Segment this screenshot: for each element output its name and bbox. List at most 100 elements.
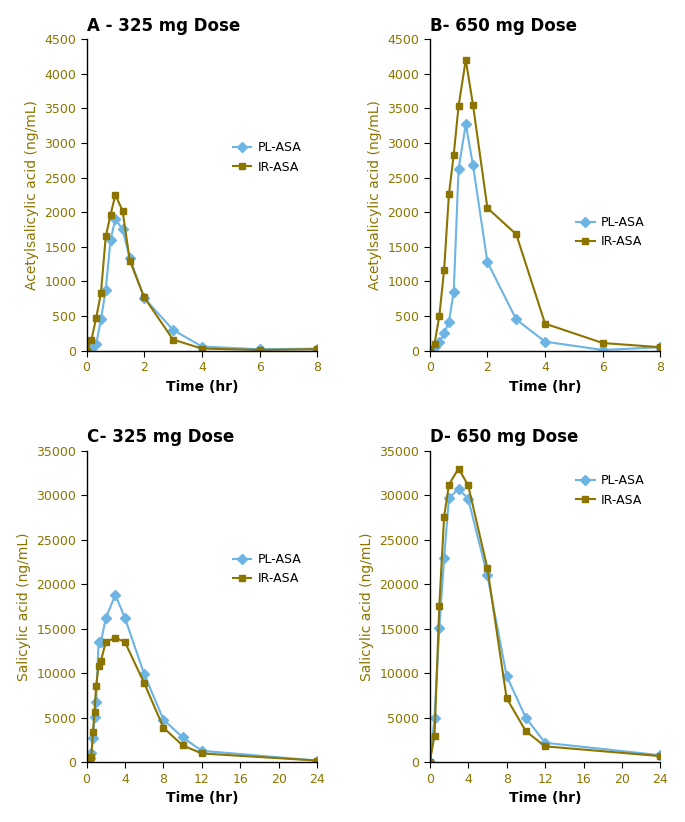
IR-ASA	[89, 727, 97, 737]
PL-ASA	[86, 753, 94, 763]
IR-ASA	[82, 346, 90, 356]
PL-ASA	[97, 315, 105, 325]
Line: PL-ASA: PL-ASA	[426, 486, 664, 766]
IR-ASA	[656, 751, 664, 761]
IR-ASA	[484, 563, 492, 573]
PL-ASA	[169, 325, 177, 335]
IR-ASA	[313, 755, 321, 765]
PL-ASA	[256, 344, 264, 354]
PL-ASA	[656, 750, 664, 760]
X-axis label: Time (hr): Time (hr)	[509, 380, 582, 394]
IR-ASA	[464, 481, 472, 491]
IR-ASA	[140, 293, 149, 302]
IR-ASA	[430, 339, 438, 349]
PL-ASA	[435, 337, 443, 347]
PL-ASA	[179, 732, 187, 742]
Line: PL-ASA: PL-ASA	[426, 121, 664, 354]
PL-ASA	[503, 671, 511, 681]
PL-ASA	[111, 590, 119, 600]
IR-ASA	[541, 741, 549, 751]
Text: B- 650 mg Dose: B- 650 mg Dose	[429, 16, 577, 35]
PL-ASA	[90, 712, 99, 722]
Line: IR-ASA: IR-ASA	[83, 635, 321, 766]
PL-ASA	[462, 119, 470, 129]
PL-ASA	[449, 287, 458, 297]
Line: PL-ASA: PL-ASA	[83, 592, 321, 766]
PL-ASA	[425, 346, 434, 356]
PL-ASA	[430, 713, 438, 723]
IR-ASA	[90, 708, 99, 718]
X-axis label: Time (hr): Time (hr)	[166, 380, 238, 394]
PL-ASA	[435, 623, 443, 633]
PL-ASA	[464, 494, 472, 504]
Text: C- 325 mg Dose: C- 325 mg Dose	[86, 428, 234, 446]
IR-ASA	[435, 311, 443, 321]
IR-ASA	[95, 661, 103, 671]
PL-ASA	[541, 738, 549, 748]
Y-axis label: Acetylsalicylic acid (ng/mL): Acetylsalicylic acid (ng/mL)	[368, 100, 382, 290]
IR-ASA	[198, 749, 206, 759]
PL-ASA	[82, 757, 90, 767]
IR-ASA	[435, 601, 443, 611]
PL-ASA	[82, 346, 90, 356]
Y-axis label: Salicylic acid (ng/mL): Salicylic acid (ng/mL)	[360, 533, 374, 681]
IR-ASA	[522, 727, 530, 737]
IR-ASA	[87, 752, 95, 762]
IR-ASA	[445, 479, 453, 489]
PL-ASA	[541, 337, 549, 347]
Line: PL-ASA: PL-ASA	[83, 215, 321, 354]
PL-ASA	[454, 164, 462, 174]
PL-ASA	[198, 342, 206, 352]
IR-ASA	[179, 741, 187, 750]
Text: D- 650 mg Dose: D- 650 mg Dose	[429, 428, 578, 446]
PL-ASA	[484, 570, 492, 580]
Legend: PL-ASA, IR-ASA: PL-ASA, IR-ASA	[571, 211, 649, 253]
IR-ASA	[119, 206, 127, 215]
IR-ASA	[87, 335, 95, 345]
IR-ASA	[425, 346, 434, 356]
IR-ASA	[503, 693, 511, 703]
Line: IR-ASA: IR-ASA	[426, 465, 664, 766]
IR-ASA	[425, 757, 434, 767]
IR-ASA	[440, 511, 448, 521]
IR-ASA	[198, 344, 206, 353]
IR-ASA	[169, 335, 177, 344]
PL-ASA	[160, 714, 168, 724]
PL-ASA	[430, 342, 438, 352]
IR-ASA	[84, 756, 92, 766]
IR-ASA	[454, 101, 462, 111]
PL-ASA	[87, 344, 95, 353]
IR-ASA	[160, 723, 168, 732]
PL-ASA	[101, 284, 110, 294]
PL-ASA	[121, 613, 129, 623]
IR-ASA	[430, 731, 438, 741]
Line: IR-ASA: IR-ASA	[83, 192, 321, 354]
PL-ASA	[313, 755, 321, 765]
IR-ASA	[656, 342, 664, 352]
PL-ASA	[84, 755, 92, 765]
IR-ASA	[111, 633, 119, 643]
PL-ASA	[425, 757, 434, 767]
Legend: PL-ASA, IR-ASA: PL-ASA, IR-ASA	[227, 136, 306, 178]
PL-ASA	[440, 329, 448, 339]
PL-ASA	[106, 235, 114, 245]
PL-ASA	[484, 257, 492, 267]
IR-ASA	[512, 229, 521, 239]
IR-ASA	[454, 464, 462, 473]
PL-ASA	[92, 697, 100, 707]
IR-ASA	[484, 203, 492, 213]
PL-ASA	[140, 293, 149, 303]
IR-ASA	[111, 190, 119, 200]
IR-ASA	[462, 55, 470, 65]
IR-ASA	[101, 232, 110, 242]
PL-ASA	[445, 316, 453, 326]
PL-ASA	[313, 344, 321, 353]
IR-ASA	[92, 313, 100, 323]
PL-ASA	[512, 315, 521, 325]
IR-ASA	[256, 345, 264, 355]
PL-ASA	[92, 339, 100, 349]
PL-ASA	[522, 713, 530, 723]
IR-ASA	[140, 678, 149, 688]
PL-ASA	[89, 733, 97, 743]
IR-ASA	[440, 265, 448, 275]
